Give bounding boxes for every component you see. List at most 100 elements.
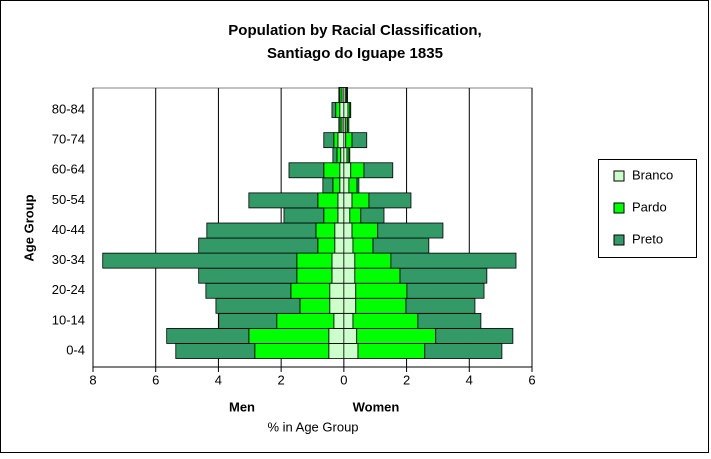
bar-segment xyxy=(323,162,341,179)
bar-segment xyxy=(343,328,358,344)
bar-segment xyxy=(343,102,349,118)
bar-segment xyxy=(339,177,345,194)
bar-segment xyxy=(351,132,368,149)
x-axis-label: % in Age Group xyxy=(267,419,358,434)
bar-segment xyxy=(323,132,335,149)
bar-segment xyxy=(343,252,356,269)
side-label: Men xyxy=(229,399,255,414)
bar-segment xyxy=(317,192,339,209)
bar-segment xyxy=(368,192,412,209)
bar-segment xyxy=(175,343,256,359)
bar-segment xyxy=(248,192,319,209)
bar-segment xyxy=(349,207,362,224)
bar-segment xyxy=(424,343,503,359)
bar-segment xyxy=(343,147,348,164)
bar-segment xyxy=(299,297,331,314)
bar-segment xyxy=(372,237,430,254)
bar-segment xyxy=(334,222,345,239)
bar-segment xyxy=(329,297,345,314)
bar-segment xyxy=(349,102,352,118)
bar-segment xyxy=(343,162,352,179)
bar-segment xyxy=(331,102,337,118)
bar-segment xyxy=(248,328,330,344)
bar-segment xyxy=(215,297,301,314)
y-tick-label: 80-84 xyxy=(52,101,85,116)
bar-segment xyxy=(334,237,345,254)
legend-swatch xyxy=(613,202,625,214)
bar-segment xyxy=(329,282,345,299)
bar-segment xyxy=(354,267,401,284)
bar-segment xyxy=(350,162,365,179)
x-tick-label: 8 xyxy=(89,372,96,387)
bar-segment xyxy=(435,328,514,344)
x-tick-label: 4 xyxy=(466,372,473,387)
legend-label: Branco xyxy=(632,167,673,182)
bar-segment xyxy=(352,237,374,254)
bar-segment xyxy=(338,87,341,103)
bar-segment xyxy=(405,297,476,314)
y-tick-label: 40-44 xyxy=(52,222,85,237)
y-tick-label: 50-54 xyxy=(52,192,85,207)
y-tick-label: 20-24 xyxy=(52,282,85,297)
bar-segment xyxy=(360,207,385,224)
y-tick-label: 60-64 xyxy=(52,162,85,177)
bar-segment xyxy=(356,328,437,344)
bar-segment xyxy=(355,297,407,314)
bar-segment xyxy=(343,343,359,359)
bar-segment xyxy=(399,267,488,284)
bar-segment xyxy=(348,177,358,194)
y-axis-label: Age Group xyxy=(21,194,36,261)
legend-label: Pardo xyxy=(632,199,667,214)
y-tick-label: 30-34 xyxy=(52,252,85,267)
legend-swatch xyxy=(613,170,625,182)
bar-segment xyxy=(283,207,325,224)
bar-segment xyxy=(102,252,298,269)
bar-segment xyxy=(332,177,341,194)
bar-segment xyxy=(332,147,338,164)
bar-segment xyxy=(351,222,379,239)
bar-segment xyxy=(328,328,345,344)
bar-segment xyxy=(406,282,485,299)
bar-segment xyxy=(343,177,350,194)
x-tick-label: 4 xyxy=(215,372,222,387)
bar-segment xyxy=(331,267,345,284)
bar-segment xyxy=(354,252,392,269)
bar-segment xyxy=(335,102,341,118)
bar-segment xyxy=(166,328,250,344)
bar-segment xyxy=(345,132,353,149)
y-tick-label: 10-14 xyxy=(52,312,85,327)
x-tick-label: 6 xyxy=(152,372,159,387)
bar-segment xyxy=(343,267,356,284)
bar-segment xyxy=(323,207,339,224)
bar-segment xyxy=(417,312,482,329)
bar-segment xyxy=(218,312,278,329)
x-tick-label: 0 xyxy=(340,372,347,387)
side-label: Women xyxy=(353,399,400,414)
bar-segment xyxy=(337,192,345,209)
y-tick-label: 0-4 xyxy=(66,342,85,357)
bar-segment xyxy=(296,252,333,269)
bar-segment xyxy=(339,102,345,118)
bar-segment xyxy=(328,343,345,359)
bar-segment xyxy=(343,222,353,239)
bar-segment xyxy=(276,312,335,329)
bar-segment xyxy=(331,252,345,269)
legend-swatch xyxy=(613,234,625,246)
bar-segment xyxy=(198,267,298,284)
bar-segment xyxy=(343,297,357,314)
bar-segment xyxy=(317,237,336,254)
bar-segment xyxy=(198,237,319,254)
bar-segment xyxy=(347,117,350,133)
bar-segment xyxy=(337,132,345,149)
chart-title: Population by Racial Classification, xyxy=(228,22,481,39)
bar-segment xyxy=(340,147,345,164)
bar-segment xyxy=(339,162,345,179)
bar-segment xyxy=(288,162,325,179)
bar-segment xyxy=(343,207,351,224)
bar-segment xyxy=(343,237,354,254)
bar-segment xyxy=(205,282,292,299)
bar-segment xyxy=(357,343,426,359)
bar-segment xyxy=(333,312,345,329)
bar-segment xyxy=(322,177,334,194)
